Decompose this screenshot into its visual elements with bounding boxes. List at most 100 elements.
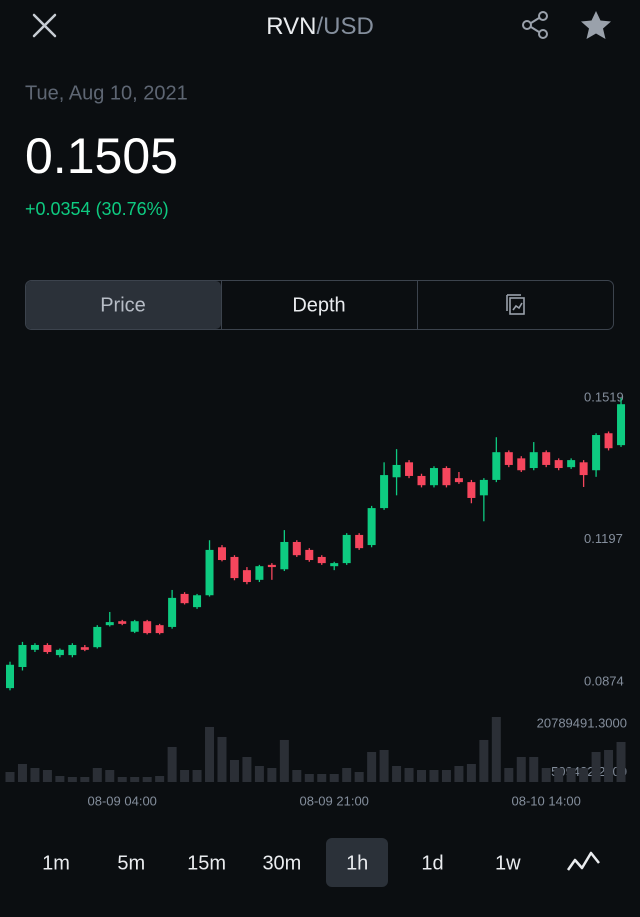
volume-bar [554, 767, 564, 782]
volume-bar [167, 746, 177, 782]
y-tick-label: 0.1519 [584, 389, 624, 404]
candle-body [392, 464, 401, 478]
candle-body [292, 541, 301, 556]
candle-body [442, 468, 451, 486]
volume-bar [404, 767, 414, 782]
volume-bar [516, 756, 526, 782]
quote: /USD [316, 13, 373, 40]
candle-body [180, 593, 189, 604]
candle-chart: 0.08740.11970.1519509422.200020789491.30… [5, 389, 627, 808]
tab-depth[interactable]: Depth [292, 294, 345, 316]
candle-body [193, 595, 202, 608]
tab-info[interactable] [506, 294, 525, 315]
candle-body [405, 462, 414, 476]
volume-bar [392, 765, 402, 782]
candle-body [55, 649, 64, 656]
tab-active[interactable] [26, 281, 221, 329]
volume-bar [55, 775, 65, 782]
volume-bar [279, 739, 289, 782]
tab-price[interactable]: Price [100, 294, 146, 316]
candle-body [280, 541, 289, 570]
volume-bar [30, 767, 40, 782]
candle-body [80, 647, 89, 650]
interval-button[interactable]: 1m [42, 852, 70, 874]
volume-bar [354, 771, 364, 782]
volume-bar [242, 756, 252, 782]
candle-body [342, 534, 351, 564]
candle-body [567, 460, 576, 468]
candle-body [242, 570, 251, 583]
candle-body [479, 479, 488, 496]
favorite-button[interactable] [581, 11, 611, 39]
volume-bar [591, 751, 601, 782]
candle-body [130, 621, 139, 632]
interval-button[interactable]: 30m [262, 852, 301, 874]
volume-bar [42, 769, 52, 782]
volume-bar [254, 765, 264, 782]
candle-body [255, 566, 264, 580]
interval-button[interactable]: 5m [117, 852, 145, 874]
volume-bar [130, 776, 140, 782]
candle-body [579, 462, 588, 476]
candle-body [105, 622, 114, 626]
candle-body [217, 547, 226, 561]
x-tick-label: 08-10 14:00 [512, 793, 581, 808]
candle-body [93, 626, 102, 648]
interval-button[interactable]: 1d [421, 852, 443, 874]
interval-button[interactable]: 1h [346, 852, 368, 874]
date: Tue, Aug 10, 2021 [25, 82, 188, 104]
interval-active[interactable] [326, 838, 388, 887]
candle-body [554, 460, 563, 469]
volume-bar [205, 726, 215, 782]
volume-bar [67, 776, 77, 782]
volume-bar [479, 739, 489, 782]
candle-body [454, 478, 463, 483]
volume-bar [566, 767, 576, 782]
interval-button[interactable]: 15m [187, 852, 226, 874]
change: +0.0354 (30.76%) [25, 199, 169, 219]
volume-bar [379, 749, 389, 782]
candle-body [68, 644, 77, 656]
volume-bar [142, 776, 152, 782]
candle-body [230, 556, 239, 579]
x-tick-label: 08-09 21:00 [300, 793, 369, 808]
volume-bar [5, 771, 15, 782]
candle-body [317, 556, 326, 564]
volume-bar [441, 769, 451, 782]
candle-body [529, 452, 538, 469]
close-button[interactable] [32, 13, 57, 38]
volume-bar [117, 776, 127, 782]
candle-body [18, 644, 27, 667]
candle-body [380, 475, 389, 509]
share-button[interactable] [522, 11, 548, 39]
volume-bar [267, 767, 277, 782]
candle-body [143, 621, 152, 634]
y-tick-label: 0.1197 [584, 531, 623, 546]
candle-body [417, 475, 426, 486]
volume-bar [417, 769, 427, 782]
volume-bar [217, 736, 227, 782]
price: 0.1505 [25, 128, 178, 184]
volume-tick-label: 20789491.3000 [537, 715, 627, 730]
line-mode-button[interactable] [566, 851, 600, 871]
volume-bar [466, 763, 476, 782]
volume-bar [155, 775, 165, 782]
volume-bar [604, 749, 614, 782]
candle-body [355, 534, 364, 549]
volume-bar [192, 769, 202, 782]
candle-body [429, 468, 438, 486]
candle-body [155, 625, 164, 634]
volume-bar [616, 741, 626, 782]
candle-body [367, 508, 376, 546]
volume-bar [17, 763, 27, 782]
volume-bar [529, 756, 539, 782]
volume-bar [229, 759, 239, 782]
y-tick-label: 0.0874 [584, 673, 624, 688]
interval-button[interactable]: 1w [495, 852, 521, 874]
volume-bar [329, 773, 339, 782]
volume-bar [429, 769, 439, 782]
candle-body [467, 482, 476, 498]
candle-body [492, 452, 501, 480]
candle-body [592, 435, 601, 471]
